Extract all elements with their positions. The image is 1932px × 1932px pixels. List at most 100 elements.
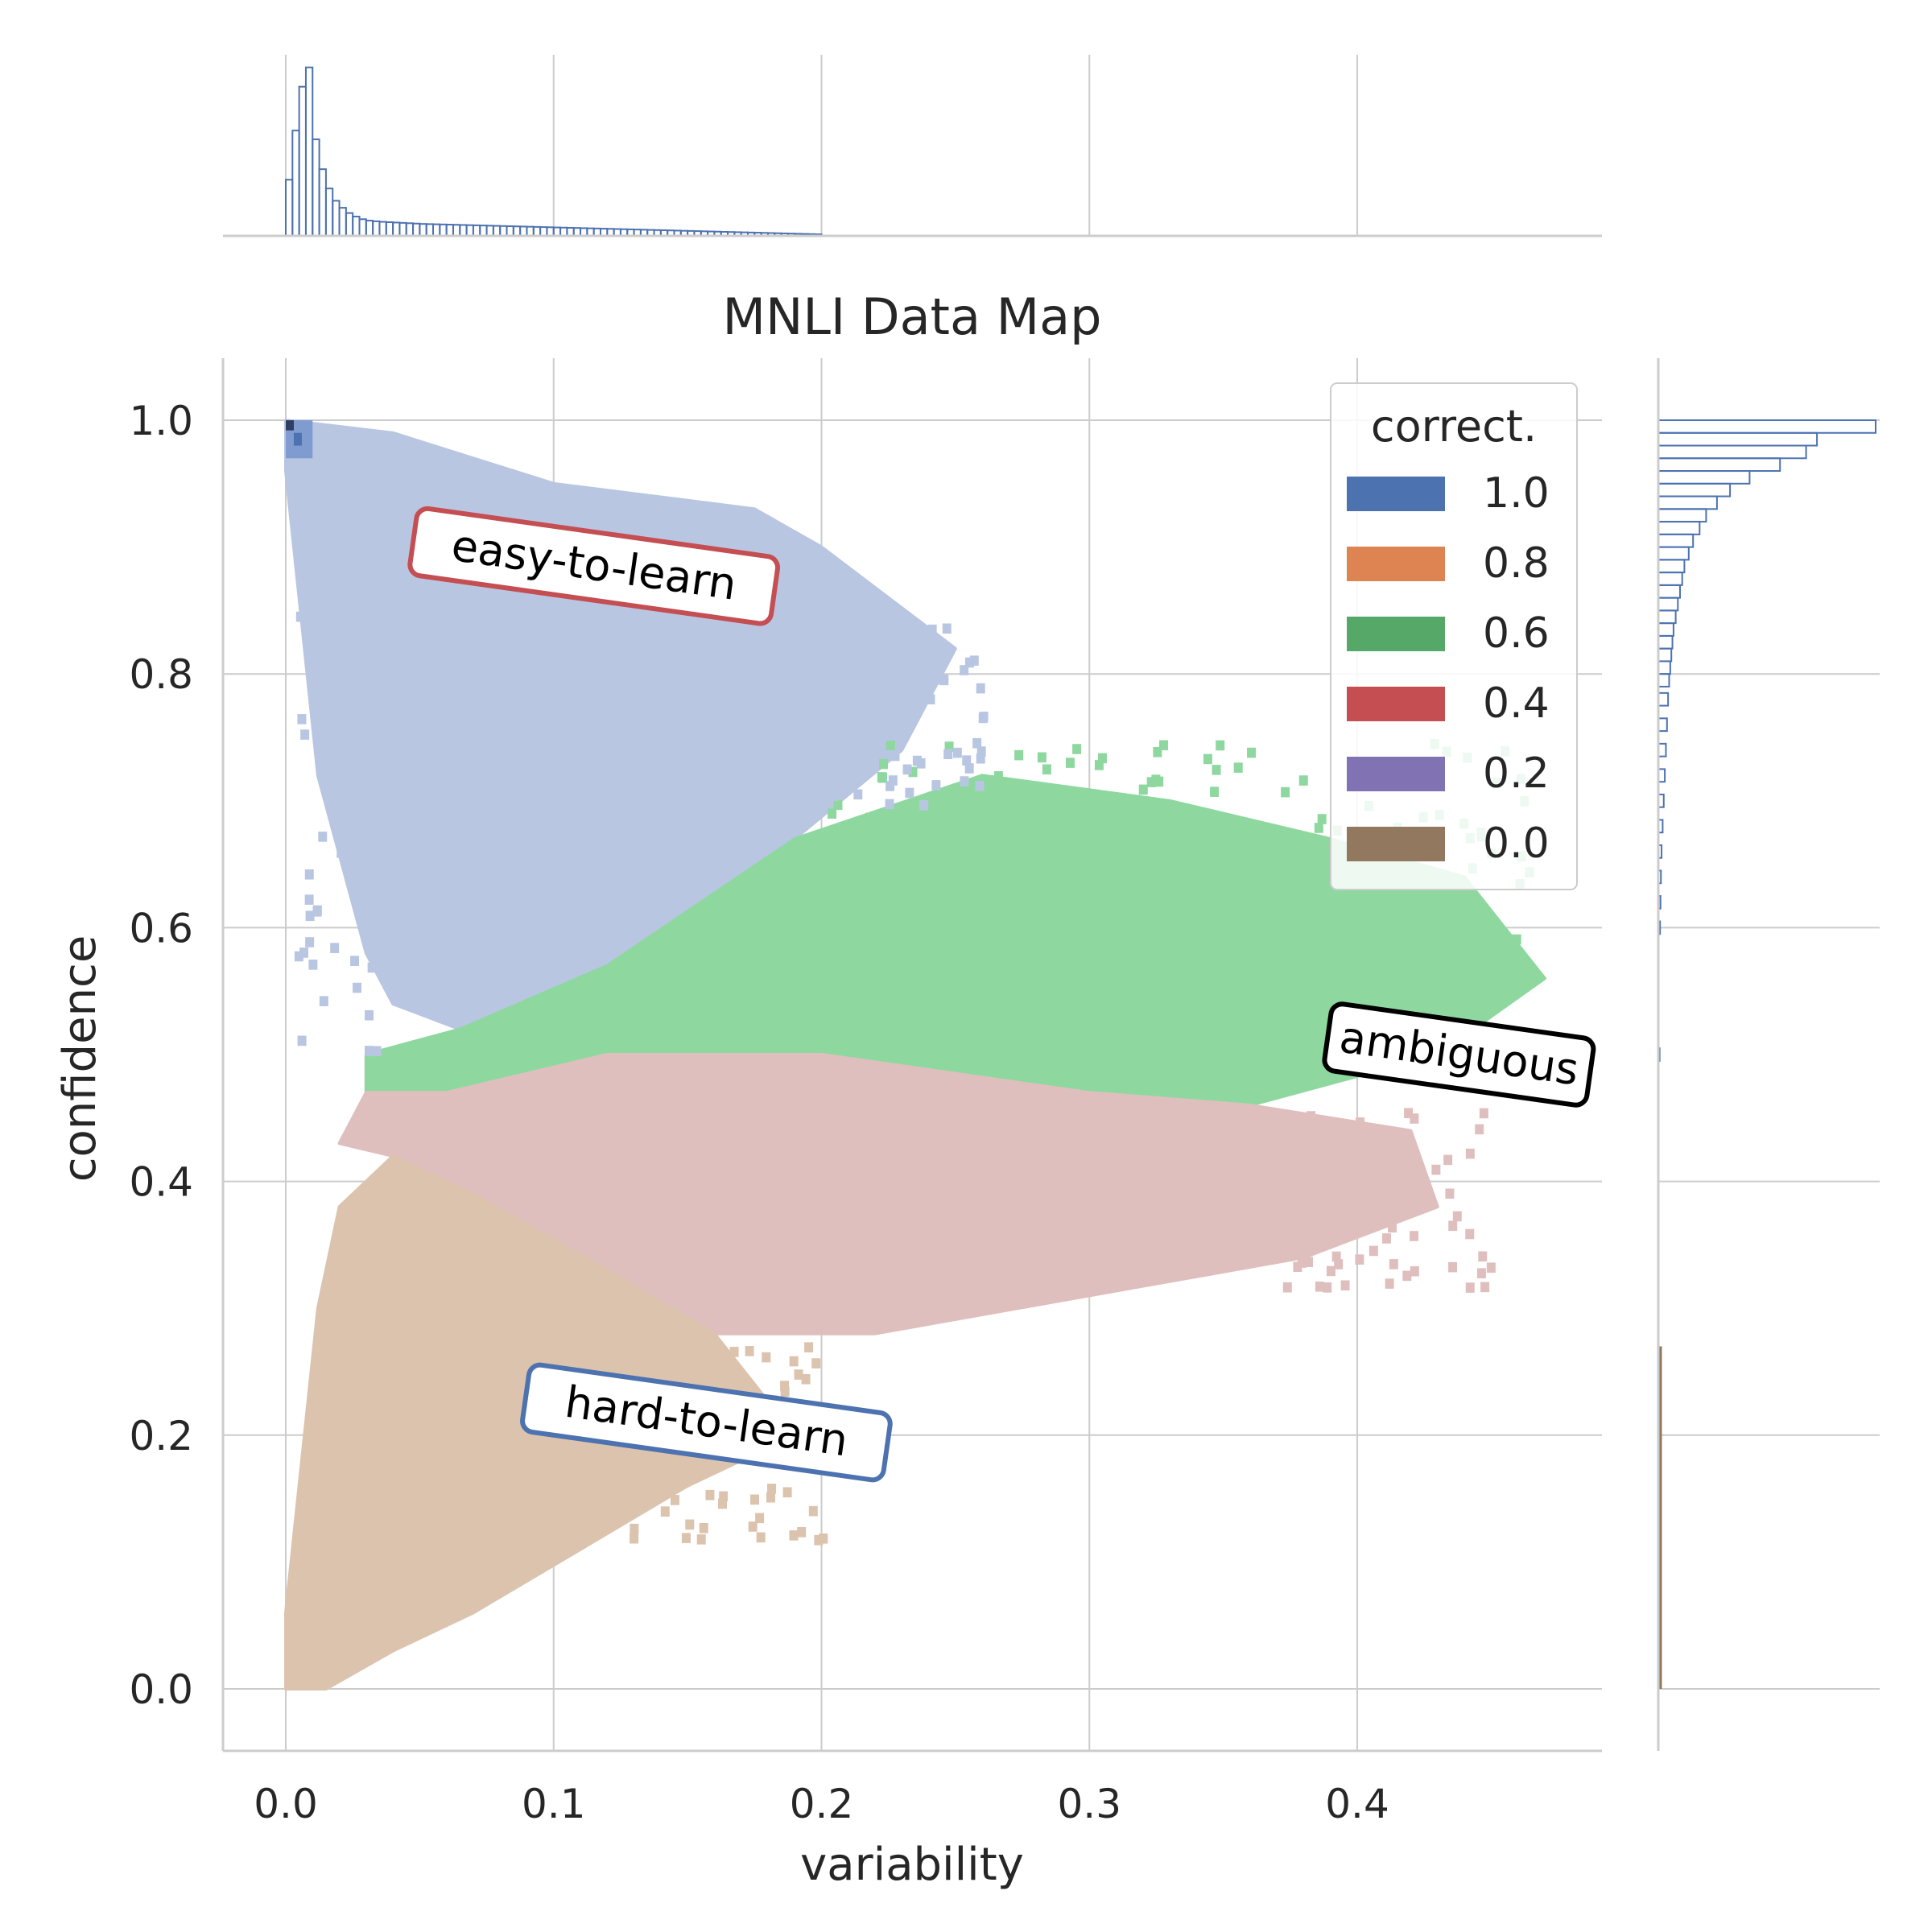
density-cell bbox=[350, 956, 360, 966]
density-cell bbox=[308, 593, 318, 604]
density-cell bbox=[299, 585, 309, 597]
density-cell bbox=[1212, 765, 1221, 775]
density-cell bbox=[913, 816, 923, 828]
density-cell bbox=[1480, 1282, 1490, 1293]
density-cell bbox=[1147, 901, 1157, 911]
density-cell bbox=[1075, 1149, 1085, 1159]
density-cell bbox=[390, 971, 399, 982]
density-cell bbox=[1122, 1117, 1132, 1129]
density-cell bbox=[1245, 900, 1254, 911]
density-cell bbox=[1016, 1261, 1026, 1271]
density-cell bbox=[1165, 1238, 1174, 1249]
density-cell bbox=[1393, 989, 1402, 1000]
density-cell bbox=[1049, 1022, 1059, 1034]
density-cell bbox=[1181, 824, 1191, 835]
density-cell bbox=[882, 981, 892, 992]
density-cell bbox=[964, 763, 974, 774]
density-cell bbox=[1351, 886, 1360, 896]
density-cell bbox=[887, 898, 897, 909]
density-cell bbox=[1032, 1144, 1042, 1155]
density-cell bbox=[312, 708, 322, 720]
density-cell bbox=[1158, 956, 1167, 966]
density-cell bbox=[962, 755, 972, 766]
density-cell bbox=[880, 1022, 890, 1034]
density-cell bbox=[994, 1221, 1004, 1232]
density-cell bbox=[663, 1361, 672, 1372]
x-tick-label: 0.0 bbox=[254, 1781, 318, 1827]
density-cell bbox=[960, 776, 969, 786]
density-cell bbox=[877, 772, 886, 782]
density-cell bbox=[905, 654, 914, 666]
density-cell bbox=[832, 622, 842, 633]
density-cell bbox=[1132, 1105, 1141, 1116]
density-cell bbox=[1014, 749, 1024, 761]
density-cell bbox=[685, 1519, 695, 1530]
density-cell bbox=[1216, 740, 1225, 751]
density-cell bbox=[1274, 1149, 1284, 1160]
density-cell bbox=[1448, 1261, 1458, 1273]
density-cell bbox=[839, 984, 848, 995]
density-cell bbox=[1124, 1274, 1133, 1286]
density-cell bbox=[1323, 1282, 1332, 1293]
density-cell bbox=[353, 982, 362, 993]
chart-title: MNLI Data Map bbox=[723, 287, 1102, 346]
density-cell bbox=[729, 1347, 739, 1357]
legend-label: 0.8 bbox=[1483, 539, 1550, 588]
density-cell bbox=[944, 796, 954, 807]
density-cell bbox=[1114, 964, 1124, 975]
density-cell bbox=[780, 1381, 790, 1391]
density-cell bbox=[755, 1513, 765, 1524]
density-cell bbox=[1304, 1257, 1314, 1267]
density-cell bbox=[1315, 1281, 1324, 1292]
density-cell bbox=[862, 954, 872, 965]
density-cell bbox=[302, 626, 312, 637]
density-cell bbox=[297, 714, 307, 724]
density-cell bbox=[1154, 878, 1163, 889]
density-cell bbox=[1475, 1124, 1484, 1135]
density-cell bbox=[988, 845, 997, 857]
density-cell bbox=[324, 645, 333, 656]
density-cell bbox=[681, 1533, 691, 1543]
density-cell bbox=[312, 906, 322, 917]
density-cell bbox=[1030, 1170, 1040, 1180]
density-cell bbox=[1117, 1272, 1126, 1283]
density-cell bbox=[1494, 962, 1504, 973]
density-cell bbox=[1513, 973, 1522, 985]
density-cell bbox=[1224, 1154, 1233, 1165]
density-cell bbox=[1452, 1211, 1462, 1222]
density-cell bbox=[882, 653, 892, 664]
density-cell bbox=[919, 800, 929, 811]
density-cell bbox=[908, 766, 918, 778]
density-cell bbox=[629, 1359, 638, 1370]
legend-swatch bbox=[1347, 477, 1445, 511]
density-cell bbox=[1099, 798, 1108, 809]
density-cell bbox=[716, 1352, 726, 1364]
density-cell bbox=[1015, 924, 1025, 935]
density-cell bbox=[905, 958, 914, 968]
legend-swatch bbox=[1347, 827, 1445, 861]
density-cell bbox=[1472, 998, 1482, 1009]
density-cell bbox=[1404, 1108, 1414, 1119]
density-cell bbox=[1112, 880, 1121, 891]
density-cell bbox=[323, 714, 332, 724]
density-cell bbox=[939, 674, 948, 685]
density-cell bbox=[965, 657, 974, 668]
density-cell bbox=[1469, 952, 1479, 963]
density-cell bbox=[833, 799, 843, 811]
density-cell bbox=[325, 566, 335, 577]
density-cell bbox=[967, 816, 976, 828]
density-cell bbox=[1053, 982, 1063, 993]
density-cell bbox=[1021, 858, 1030, 869]
density-cell bbox=[1155, 1264, 1165, 1275]
density-cell bbox=[1141, 869, 1151, 879]
density-cell bbox=[885, 663, 894, 675]
density-cell bbox=[319, 748, 328, 758]
density-cell bbox=[884, 730, 894, 741]
density-cell bbox=[843, 853, 852, 865]
density-cell bbox=[1252, 987, 1261, 998]
density-cell bbox=[1067, 1249, 1077, 1261]
density-cell bbox=[1421, 1182, 1430, 1192]
density-cell bbox=[1298, 775, 1308, 786]
density-cell bbox=[1001, 958, 1010, 968]
legend-swatch bbox=[1347, 687, 1445, 721]
